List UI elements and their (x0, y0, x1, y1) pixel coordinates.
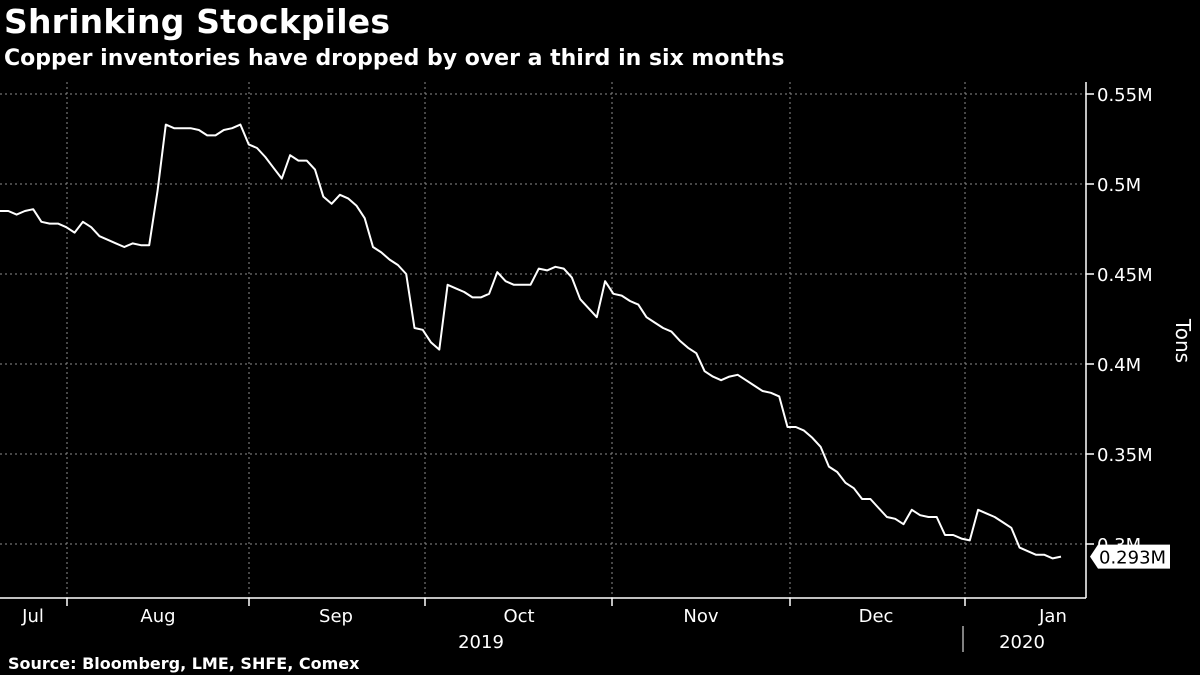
axes (0, 82, 1094, 652)
last-value-tag (1090, 544, 1170, 569)
x-tick-label: Aug (140, 606, 175, 627)
series-line (0, 123, 1062, 560)
last-value-text: 0.293M (1099, 548, 1166, 569)
y-tick-label: 0.45M (1097, 265, 1153, 286)
grid (0, 82, 1086, 598)
source-note: Source: Bloomberg, LME, SHFE, Comex (8, 654, 360, 673)
y-tick-label: 0.35M (1097, 445, 1153, 466)
x-tick-label: Jan (1038, 606, 1067, 627)
chart-subtitle: Copper inventories have dropped by over … (4, 46, 785, 71)
x-tick-label: Dec (859, 606, 894, 627)
y-tick-label: 0.55M (1097, 85, 1153, 106)
y-tick-label: 0.4M (1097, 355, 1141, 376)
x-tick-label: Oct (503, 606, 534, 627)
x-year-label: 2019 (458, 632, 504, 653)
y-tick-label: 0.5M (1097, 175, 1141, 196)
chart-title: Shrinking Stockpiles (4, 2, 391, 41)
x-tick-label: Sep (319, 606, 353, 627)
x-year-label: 2020 (999, 632, 1045, 653)
x-tick-label: Jul (21, 606, 44, 627)
series-layer (0, 123, 1062, 560)
x-tick-label: Nov (683, 606, 718, 627)
y-axis-title: Tons (1171, 318, 1195, 363)
last-value-label: 0.293M (1090, 544, 1170, 569)
labels: 0.3M0.35M0.4M0.45M0.5M0.55MJulAugSepOctN… (21, 85, 1195, 653)
